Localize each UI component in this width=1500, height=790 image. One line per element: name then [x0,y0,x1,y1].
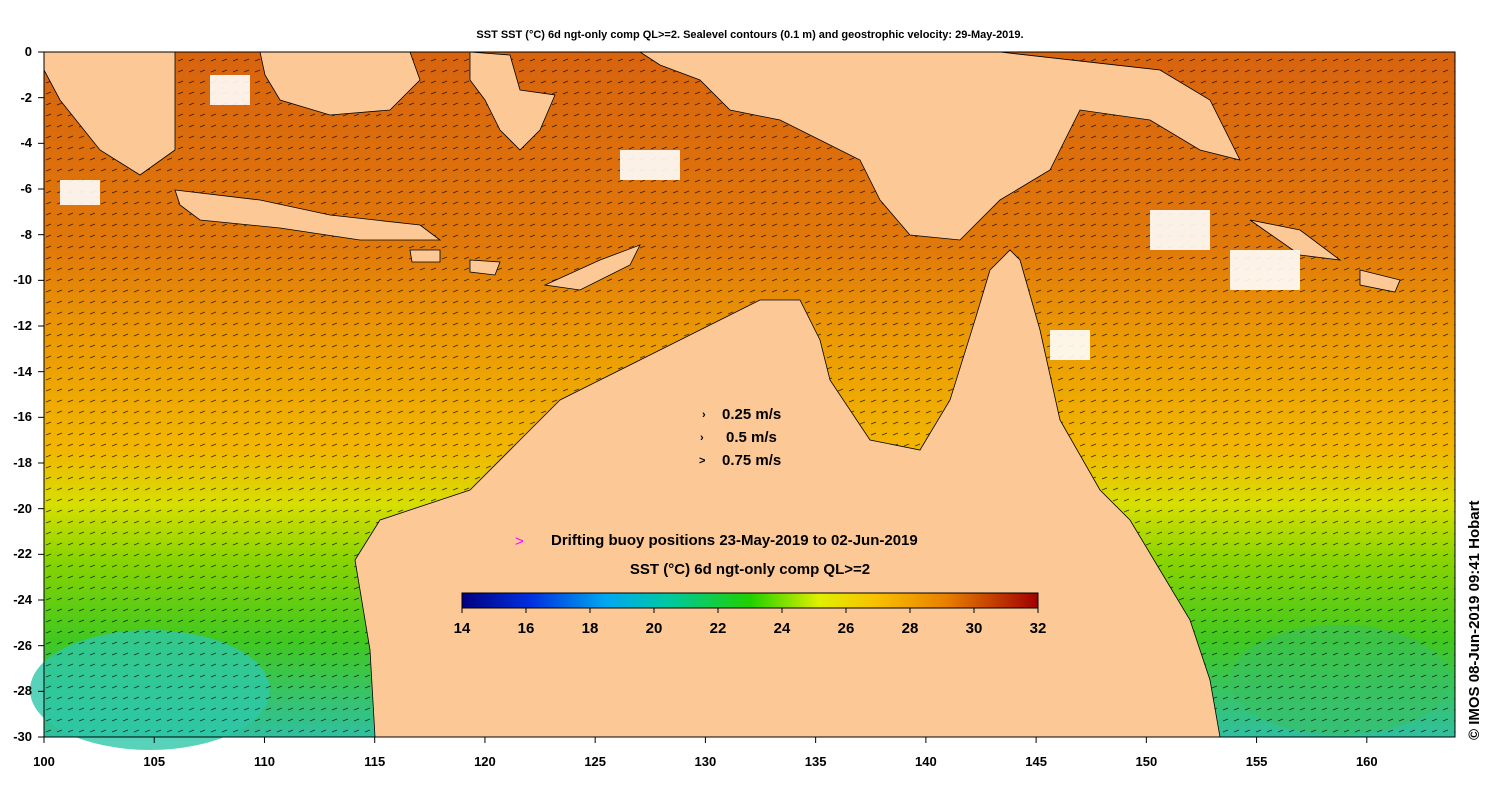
y-tick-label: -4 [20,135,32,151]
x-axis [43,737,1368,743]
y-tick-label: -16 [13,409,32,425]
y-tick-label: -18 [13,455,32,470]
map-title: SST SST (°C) 6d ngt-only comp QL>=2. Sea… [476,29,1024,41]
y-tick-label: -14 [13,363,32,379]
land-borneo [259,51,421,116]
x-tick-label: 120 [474,754,496,769]
y-tick-label: -6 [20,181,32,196]
y-tick-label: -28 [13,683,32,699]
x-tick-label: 125 [584,754,607,769]
x-tick-label: 135 [804,754,827,769]
colorbar [461,592,1039,609]
velocity-legend-label-1: 0.5 m/s [726,429,777,446]
land-java [174,189,442,241]
velocity-legend-label-2: 0.75 m/s [722,452,782,469]
land-timor [543,244,641,291]
velocity-legend-symbol-2: > [699,455,706,467]
cloud-gaps [60,75,1300,360]
x-tick-label: 115 [364,754,386,769]
y-axis [38,51,44,738]
y-tick-label: -8 [20,226,32,242]
y-tick-label: -20 [13,500,32,516]
colorbar-tick-label: 18 [581,620,599,637]
colorbar-ticks [461,608,1039,613]
x-tick-label: 130 [694,754,717,769]
y-tick-label: -30 [13,729,32,744]
x-tick-label: 145 [1025,754,1047,769]
y-tick-label: 0 [24,44,32,59]
buoy-legend-label: Drifting buoy positions 23-May-2019 to 0… [551,532,918,549]
colorbar-tick-label: 32 [1029,620,1047,637]
x-tick-label: 105 [143,754,166,769]
buoy-legend-symbol: > [515,533,524,550]
colorbar-tick-label: 14 [453,620,471,637]
map-frame [43,51,1456,738]
x-tick-label: 160 [1355,754,1378,769]
colorbar-tick-label: 16 [517,620,535,637]
x-tick-label: 100 [33,754,55,769]
land-new-guinea [638,51,1241,241]
land-australia [354,249,1221,738]
velocity-legend-label-0: 0.25 m/s [722,406,782,423]
colorbar-tick-label: 30 [965,620,983,637]
velocity-legend-symbol-1: › [700,432,704,444]
land-sumatra [43,51,176,176]
y-tick-label: -2 [20,89,32,105]
y-tick-label: -10 [13,272,32,288]
y-tick-label: -26 [13,637,32,653]
land-sulawesi [469,51,556,151]
x-tick-label: 140 [915,754,937,769]
velocity-legend-symbol-0: › [702,409,706,421]
colorbar-tick-label: 28 [901,620,919,637]
colorbar-title: SST (°C) 6d ngt-only comp QL>=2 [629,561,871,578]
x-tick-label: 155 [1245,754,1268,769]
map-plot-area [30,51,1456,750]
y-tick-label: -12 [13,318,32,333]
colorbar-tick-label: 22 [709,620,727,637]
x-tick-label: 110 [253,754,275,769]
colorbar-tick-label: 20 [645,620,663,637]
y-tick-label: -22 [13,546,32,562]
x-tick-label: 150 [1135,754,1158,769]
y-tick-label: -24 [13,592,32,607]
copyright-notice: © IMOS 08-Jun-2019 09:41 Hobart [1466,500,1483,740]
colorbar-tick-label: 24 [773,620,791,637]
colorbar-tick-label: 26 [837,620,855,637]
land [43,51,1401,738]
